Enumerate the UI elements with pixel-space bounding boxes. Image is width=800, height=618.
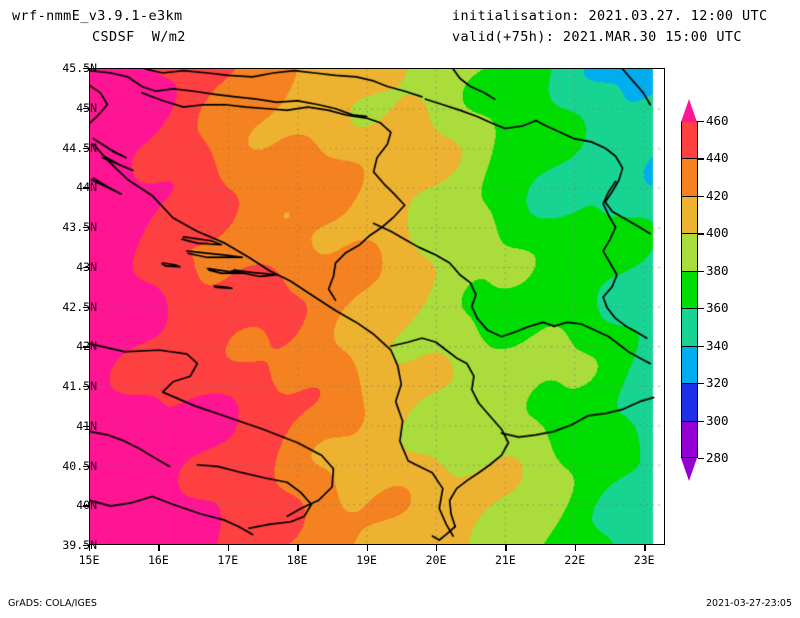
y-axis-tick-mark (83, 107, 89, 110)
colorbar-tick-label: 360 (706, 300, 729, 316)
y-axis-tick-mark (83, 505, 89, 507)
colorbar-tick-label: 340 (706, 337, 729, 353)
colorbar-over-arrow (681, 99, 697, 122)
colorbar-band (681, 270, 698, 309)
x-axis-tick-label: 21E (494, 553, 516, 567)
x-axis-tick-mark (89, 545, 91, 551)
x-axis-tick-label: 23E (633, 553, 655, 567)
y-axis-tick-label: 42.5N (62, 299, 97, 314)
colorbar-tick-mark (698, 270, 704, 272)
colorbar-band (681, 158, 698, 196)
y-axis-tick-mark (83, 346, 89, 348)
y-axis-tick-mark (83, 425, 89, 428)
y-axis-tick-label: 41.5N (62, 379, 97, 393)
colorbar-tick-label: 380 (706, 262, 729, 278)
colorbar-tick-mark (698, 420, 704, 422)
x-axis-tick-mark (505, 545, 507, 551)
y-axis-tick-mark (83, 545, 89, 547)
variable-title: CSDSF W/m2 (92, 29, 186, 45)
x-axis-tick-label: 16E (148, 553, 169, 567)
colorbar-tick-label: 420 (706, 187, 729, 203)
colorbar-band (681, 420, 698, 458)
colorbar-tick-label: 460 (706, 113, 729, 128)
y-axis-tick-mark (83, 227, 89, 229)
colorbar-tick-mark (698, 458, 704, 460)
colorbar-tick-mark (698, 308, 704, 310)
x-axis-tick-label: 15E (78, 553, 100, 567)
colorbar-tick-mark (698, 345, 704, 347)
colorbar-tick-label: 300 (706, 412, 729, 428)
y-axis-tick-mark (83, 306, 89, 308)
colorbar-band (681, 195, 698, 234)
y-axis-tick-label: 43.5N (62, 220, 97, 234)
colorbar-tick-label: 280 (706, 450, 729, 465)
colorbar-tick-label: 400 (706, 225, 729, 241)
y-axis-tick-label: 39.5N (62, 538, 97, 552)
y-axis-tick-mark (83, 187, 89, 189)
colorbar-tick-mark (698, 158, 704, 160)
x-axis-tick-label: 18E (286, 553, 308, 567)
y-axis-tick-label: 45.5N (62, 61, 97, 75)
x-axis-tick-label: 19E (356, 553, 377, 567)
colorbar-tick-mark (698, 121, 704, 123)
colorbar-bands (681, 121, 698, 458)
x-axis-tick-mark (574, 545, 577, 551)
colorbar-band (681, 233, 698, 271)
x-axis-tick-mark (158, 545, 160, 551)
colorbar-band (681, 383, 698, 421)
valid-time: valid(+75h): 2021.MAR.30 15:00 UTC (452, 29, 742, 45)
x-axis-tick-mark (644, 545, 646, 551)
x-axis-tick-label: 22E (564, 553, 586, 567)
x-axis-tick-mark (366, 545, 368, 551)
x-axis-tick-mark (297, 545, 299, 551)
y-axis-tick-mark (83, 147, 89, 149)
y-axis-tick-label: 40.5N (62, 458, 97, 473)
footer-timestamp: 2021-03-27-23:05 (705, 598, 792, 609)
colorbar-band (681, 345, 698, 384)
colorbar-tick-mark (698, 233, 704, 235)
y-axis-tick-label: 44.5N (62, 140, 97, 155)
colorbar-under-arrow (681, 458, 697, 481)
map-plot-area[interactable] (89, 68, 665, 545)
y-axis-tick-mark (83, 68, 89, 70)
footer-credit: GrADS: COLA/IGES (8, 598, 97, 609)
x-axis-tick-label: 17E (217, 553, 239, 567)
initialisation-time: initialisation: 2021.03.27. 12:00 UTC (452, 8, 768, 24)
shortwave-flux-field (90, 69, 664, 544)
colorbar-tick-label: 320 (706, 375, 729, 391)
x-axis-tick-mark (435, 545, 438, 551)
y-axis-tick-mark (83, 386, 89, 388)
x-axis-tick-mark (227, 545, 230, 551)
colorbar-band (681, 121, 698, 159)
model-title: wrf-nmmE_v3.9.1-e3km (12, 8, 183, 24)
y-axis-tick-mark (83, 465, 89, 467)
colorbar-band (681, 308, 698, 346)
colorbar-tick-mark (698, 195, 704, 198)
x-axis-tick-label: 20E (425, 553, 447, 567)
colorbar-tick-label: 440 (706, 150, 729, 166)
colorbar-tick-mark (698, 383, 704, 385)
y-axis-tick-mark (83, 266, 89, 269)
